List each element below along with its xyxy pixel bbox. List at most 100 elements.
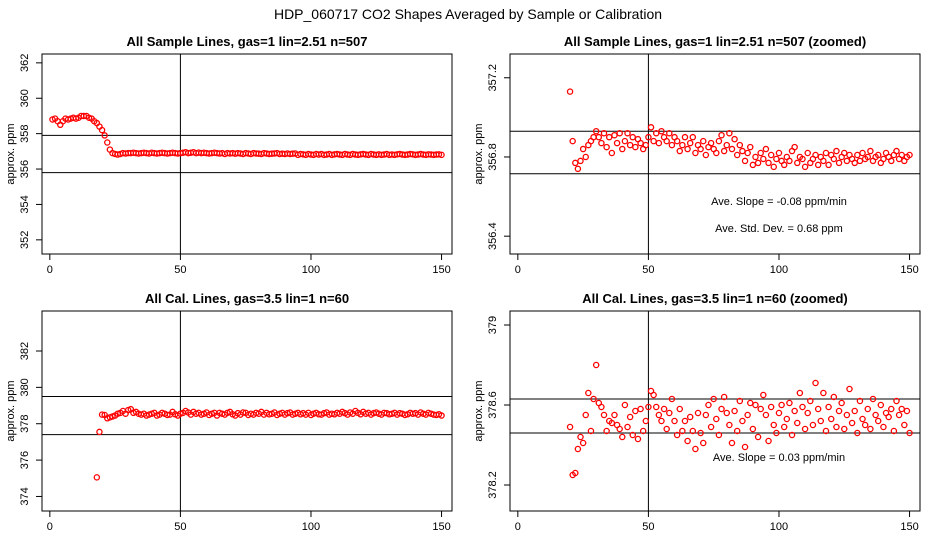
data-point — [791, 143, 798, 151]
data-point — [663, 137, 670, 145]
data-point — [694, 409, 702, 417]
data-point — [660, 405, 668, 413]
data-point — [104, 139, 111, 146]
y-tick-label: 379 — [487, 316, 499, 334]
data-point — [854, 151, 861, 159]
data-point — [93, 474, 101, 481]
data-point — [689, 427, 697, 435]
x-tick-label: 50 — [642, 264, 654, 276]
data-point — [851, 159, 858, 167]
data-point — [629, 431, 636, 439]
data-point — [747, 143, 754, 151]
data-point — [877, 401, 885, 409]
data-point — [663, 425, 670, 433]
data-point — [752, 401, 759, 409]
data-point — [626, 141, 634, 149]
y-tick-label: 376 — [19, 451, 31, 469]
data-point — [603, 427, 610, 435]
data-point — [770, 421, 778, 429]
data-point — [762, 411, 770, 419]
x-tick-label: 100 — [302, 521, 320, 533]
data-point — [239, 409, 247, 416]
data-point — [634, 435, 642, 443]
x-tick-label: 50 — [642, 521, 654, 533]
data-point — [874, 417, 882, 425]
data-point — [642, 417, 650, 425]
data-point — [673, 137, 681, 145]
plot-frame — [41, 53, 453, 255]
data-point — [658, 127, 665, 135]
data-point — [728, 439, 736, 447]
data-point — [788, 431, 796, 439]
data-point — [574, 445, 582, 453]
data-point — [820, 389, 827, 397]
data-point — [859, 149, 866, 157]
data-point — [843, 411, 851, 419]
panel-title: All Sample Lines, gas=1 lin=2.51 n=507 — [127, 34, 368, 49]
data-point — [673, 431, 681, 439]
data-point — [733, 151, 741, 159]
data-point — [893, 397, 900, 405]
x-tick-label: 0 — [515, 264, 521, 276]
annotation: Ave. Slope = 0.03 ppm/min — [713, 452, 845, 464]
chart-panel: All Sample Lines, gas=1 lin=2.51 n=507 (… — [473, 34, 921, 276]
data-point — [692, 149, 699, 157]
data-point — [880, 423, 887, 431]
data-point — [744, 411, 751, 419]
data-point — [699, 137, 707, 145]
data-point — [833, 423, 840, 431]
data-point — [841, 149, 848, 157]
data-point — [592, 127, 600, 135]
data-point — [686, 413, 694, 421]
data-point — [590, 395, 597, 403]
annotation: Ave. Std. Dev. = 0.68 ppm — [715, 223, 843, 235]
data-point — [720, 393, 728, 401]
data-point — [770, 163, 778, 171]
y-tick-label: 378.6 — [487, 391, 499, 419]
plot-frame — [41, 310, 453, 512]
data-point — [718, 131, 725, 139]
data-point — [830, 393, 838, 401]
data-point — [679, 427, 686, 435]
data-point — [164, 411, 171, 419]
data-point — [707, 139, 715, 147]
data-point — [715, 431, 723, 439]
data-point — [814, 405, 822, 413]
data-point — [699, 439, 707, 447]
data-point — [801, 425, 809, 433]
data-point — [587, 427, 595, 435]
data-point — [872, 411, 879, 419]
data-point — [598, 139, 605, 147]
data-point — [616, 425, 623, 433]
data-point — [874, 151, 882, 159]
x-tick-label: 0 — [47, 264, 53, 276]
data-point — [861, 421, 869, 429]
data-point — [760, 391, 767, 399]
y-tick-label: 380 — [19, 378, 31, 396]
data-point — [867, 425, 874, 433]
data-point — [731, 135, 738, 143]
data-point — [715, 137, 723, 145]
y-axis-label: approx. ppm — [5, 380, 17, 441]
data-point — [890, 427, 898, 435]
data-point — [569, 137, 576, 145]
data-point — [684, 437, 691, 445]
data-point — [741, 157, 749, 165]
data-point — [676, 405, 683, 413]
data-point — [812, 379, 819, 387]
data-point — [754, 433, 762, 441]
data-point — [666, 129, 673, 137]
data-point — [898, 405, 905, 413]
data-point — [96, 428, 103, 436]
data-point — [666, 409, 673, 417]
data-point — [655, 411, 663, 419]
data-point — [893, 147, 900, 155]
data-point — [760, 155, 767, 163]
data-point — [435, 151, 443, 158]
data-point — [645, 403, 652, 411]
data-point — [590, 133, 597, 141]
y-tick-label: 356.4 — [487, 222, 499, 250]
data-point — [809, 421, 817, 429]
data-point — [621, 401, 629, 409]
